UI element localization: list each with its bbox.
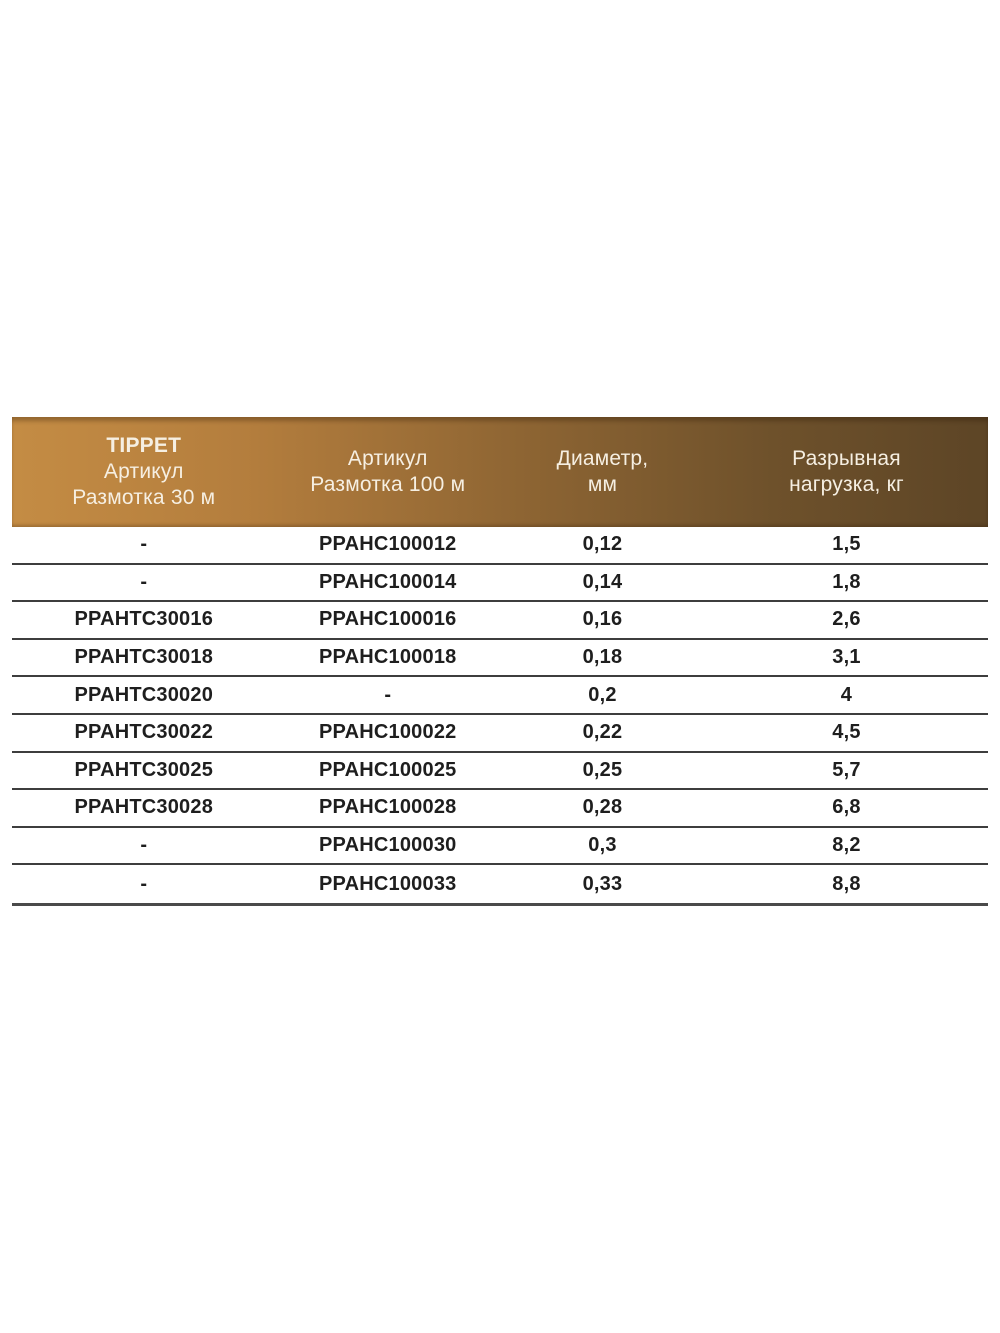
table-row: PPAHTC30020 - 0,2 4 [12, 677, 988, 715]
table-cell: PPAHC100022 [319, 721, 457, 744]
table-cell: 0,25 [582, 758, 623, 781]
table-cell: PPAHC100018 [319, 646, 457, 669]
table-cell: PPAHC100012 [319, 533, 457, 556]
table-cell: 0,18 [582, 646, 623, 669]
column-header-2: Диаметр, мм [500, 446, 705, 498]
column-header-line: мм [587, 473, 618, 496]
table-row: PPAHTC30022 PPAHC100022 0,22 4,5 [12, 714, 988, 753]
column-header-line: Артикул [103, 460, 184, 483]
table-cell: - [140, 533, 148, 556]
column-header-line: Артикул [347, 447, 428, 470]
table-cell: 6,8 [832, 796, 861, 819]
table-cell: PPAHC100030 [319, 834, 457, 857]
table-cell: PPAHTC30028 [74, 796, 214, 819]
table-cell: 4,5 [832, 721, 861, 744]
table-cell: 8,2 [832, 834, 861, 857]
table-cell: 2,6 [832, 608, 861, 631]
table-cell: PPAHC100014 [319, 570, 457, 593]
table-cell: 5,7 [832, 758, 861, 781]
column-header-line: Диаметр, [556, 447, 649, 470]
table-header: TIPPET Артикул Размотка 30 м Артикул Размотк… [12, 417, 988, 527]
column-header-line: нагрузка, кг [789, 473, 904, 496]
table-cell: 1,8 [832, 570, 861, 593]
table-cell: PPAHTC30022 [74, 721, 214, 744]
table-cell: PPAHC100028 [319, 796, 457, 819]
table-cell: 0,22 [582, 721, 623, 744]
table-cell: - [140, 872, 148, 895]
product-spec-table: TIPPET Артикул Размотка 30 м Артикул Размотк… [12, 417, 988, 906]
table-cell: 4 [840, 683, 853, 706]
table-row: - PPAHC100033 0,33 8,8 [12, 865, 988, 903]
table-cell: 0,28 [582, 796, 623, 819]
table-cell: PPAHTC30018 [74, 646, 214, 669]
column-header-1: Артикул Размотка 100 м [276, 446, 500, 498]
table-body: - PPAHC100012 0,12 1,5 - PPAHC100014 0,14 1,8 PP… [12, 527, 988, 906]
table-cell: PPAHC100025 [319, 758, 457, 781]
table-cell: PPAHTC30020 [74, 683, 214, 706]
table-cell: - [140, 834, 148, 857]
table-cell: 1,5 [832, 533, 861, 556]
table-cell: PPAHTC30016 [74, 608, 214, 631]
table-cell: PPAHC100033 [319, 872, 457, 895]
column-header-0: TIPPET Артикул Размотка 30 м [12, 433, 276, 511]
table-cell: PPAHTC30025 [74, 758, 214, 781]
table-row: - PPAHC100012 0,12 1,5 [12, 527, 988, 565]
table-cell: 8,8 [832, 872, 861, 895]
column-header-line: Размотка 100 м [310, 473, 466, 496]
column-header-line: Размотка 30 м [72, 486, 216, 509]
table-row: - PPAHC100030 0,3 8,2 [12, 827, 988, 866]
table-cell: - [384, 683, 392, 706]
table-cell: PPAHC100016 [319, 608, 457, 631]
table-row: PPAHTC30028 PPAHC100028 0,28 6,8 [12, 790, 988, 828]
table-cell: 0,12 [582, 533, 623, 556]
table-cell: 0,14 [582, 570, 623, 593]
column-header-line: TIPPET [106, 434, 182, 457]
column-header-3: Разрывная нагрузка, кг [705, 446, 988, 498]
table-cell: - [140, 570, 148, 593]
column-header-line: Разрывная [792, 447, 901, 470]
table-cell: 0,3 [588, 834, 617, 857]
table-cell: 0,16 [582, 608, 623, 631]
table-row: - PPAHC100014 0,14 1,8 [12, 564, 988, 603]
table-cell: 0,2 [588, 683, 617, 706]
table-cell: 3,1 [832, 646, 861, 669]
table-cell: 0,33 [582, 872, 623, 895]
table-row: PPAHTC30018 PPAHC100018 0,18 3,1 [12, 639, 988, 678]
table-row: PPAHTC30025 PPAHC100025 0,25 5,7 [12, 752, 988, 791]
table-row: PPAHTC30016 PPAHC100016 0,16 2,6 [12, 602, 988, 640]
